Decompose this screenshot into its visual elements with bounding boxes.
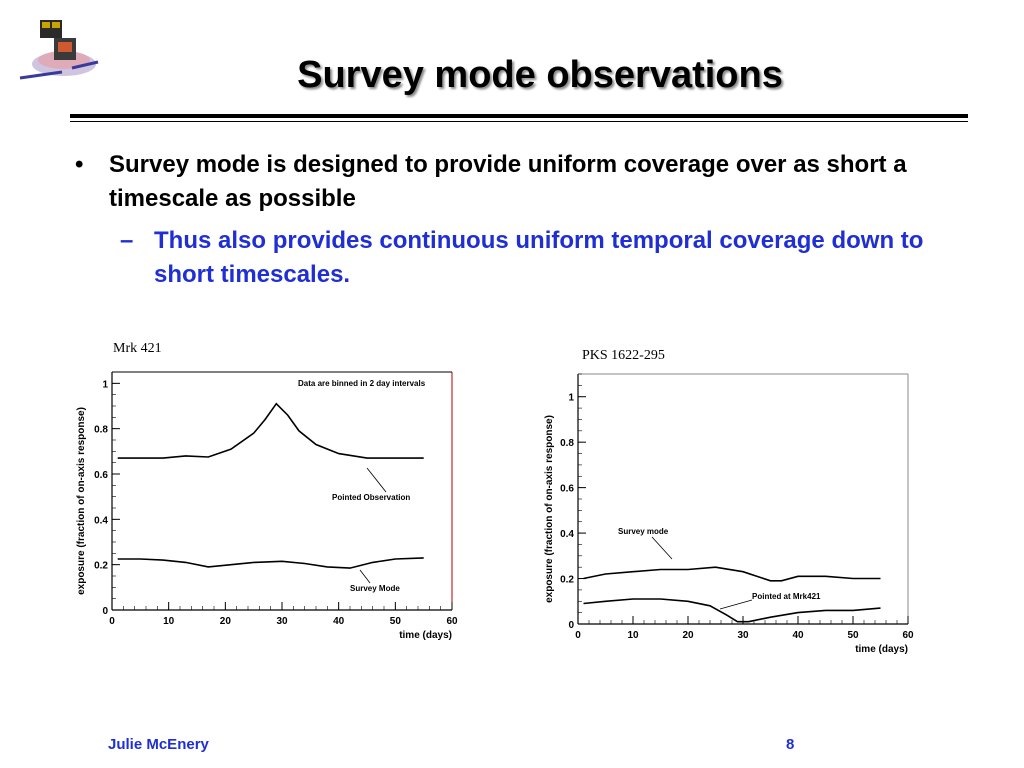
series-line-2 xyxy=(117,557,424,569)
y-tick-label: 0.6 xyxy=(560,484,574,495)
x-tick-label: 40 xyxy=(792,630,804,641)
annotation-binning: Data are binned in 2 day intervals xyxy=(298,379,426,388)
x-tick-label: 30 xyxy=(276,616,288,627)
annotation-survey: Survey Mode xyxy=(350,584,400,593)
x-tick-label: 40 xyxy=(333,616,345,627)
x-tick-label: 20 xyxy=(682,630,694,641)
y-tick-label: 0 xyxy=(102,606,108,617)
y-axis-label: exposure (fraction of on-axis response) xyxy=(76,407,87,595)
title-divider xyxy=(70,114,968,118)
footer-author: Julie McEnery xyxy=(108,736,209,753)
y-tick-label: 0.4 xyxy=(94,515,108,526)
chart1-title: Mrk 421 xyxy=(113,341,162,356)
y-tick-label: 0.4 xyxy=(560,529,574,540)
title-divider-thin xyxy=(70,121,968,122)
series-line-2 xyxy=(583,598,881,623)
annotation-survey: Survey mode xyxy=(618,527,669,536)
series-line-1 xyxy=(583,566,881,582)
y-tick-label: 1 xyxy=(102,379,108,390)
x-axis-label: time (days) xyxy=(855,644,908,655)
series-line-1 xyxy=(117,402,424,459)
x-tick-label: 30 xyxy=(737,630,749,641)
x-axis-label: time (days) xyxy=(399,630,452,641)
x-tick-label: 0 xyxy=(575,630,581,641)
x-tick-label: 10 xyxy=(163,616,175,627)
y-tick-label: 0.8 xyxy=(560,438,574,449)
annotation-survey-arrow xyxy=(359,569,371,584)
annotation-pointed-arrow xyxy=(366,467,387,493)
y-tick-label: 1 xyxy=(568,393,574,404)
slide-title: Survey mode observations xyxy=(297,54,783,96)
satellite-logo-icon xyxy=(19,20,99,80)
annotation-pointed-arrow xyxy=(719,599,753,610)
x-tick-label: 0 xyxy=(109,616,115,627)
sub-bullet-text: Thus also provides continuous uniform te… xyxy=(154,227,924,288)
y-tick-label: 0.2 xyxy=(94,561,108,572)
bullet-text: Survey mode is designed to provide unifo… xyxy=(109,151,907,212)
x-tick-label: 10 xyxy=(627,630,639,641)
annotation-survey-arrow xyxy=(651,536,673,560)
chart2-title: PKS 1622-295 xyxy=(582,348,665,363)
y-tick-label: 0.6 xyxy=(94,470,108,481)
x-tick-label: 60 xyxy=(446,616,458,627)
x-tick-label: 20 xyxy=(220,616,232,627)
sub-bullet-dash: – xyxy=(120,227,134,254)
page-number: 8 xyxy=(786,736,795,753)
y-tick-label: 0.2 xyxy=(560,575,574,586)
x-tick-label: 50 xyxy=(847,630,859,641)
y-axis-label: exposure (fraction of on-axis response) xyxy=(544,415,555,603)
bullet-dot: • xyxy=(75,151,84,178)
y-tick-label: 0 xyxy=(568,620,574,631)
x-tick-label: 60 xyxy=(902,630,914,641)
x-tick-label: 50 xyxy=(390,616,402,627)
y-tick-label: 0.8 xyxy=(94,425,108,436)
annotation-pointed: Pointed at Mrk421 xyxy=(752,592,821,601)
annotation-pointed: Pointed Observation xyxy=(332,493,410,502)
